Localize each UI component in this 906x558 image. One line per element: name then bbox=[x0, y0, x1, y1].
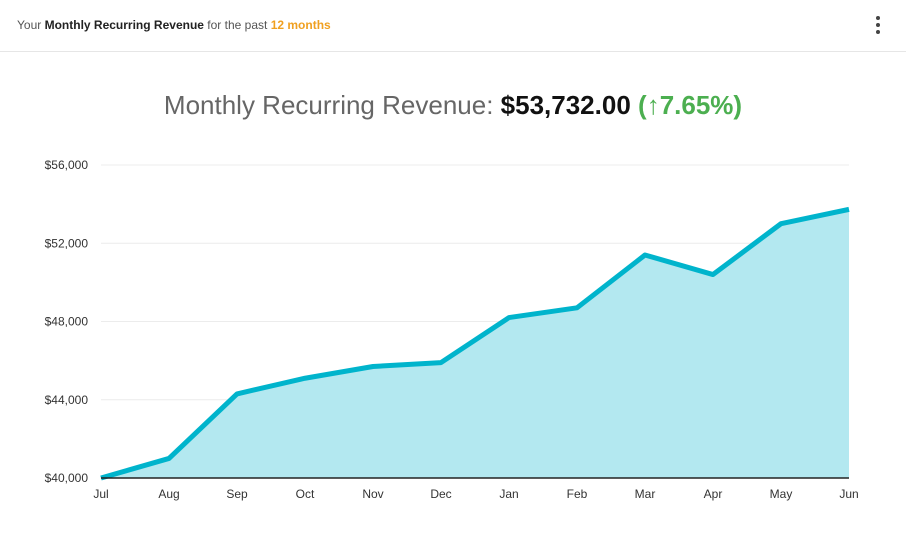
y-tick-label: $52,000 bbox=[45, 236, 89, 250]
headline-change: (↑7.65%) bbox=[638, 90, 743, 120]
x-tick-label: Aug bbox=[158, 487, 179, 501]
y-tick-label: $56,000 bbox=[45, 158, 89, 172]
x-tick-label: Apr bbox=[704, 487, 723, 501]
header-prefix: Your bbox=[17, 18, 42, 32]
y-tick-label: $44,000 bbox=[45, 393, 89, 407]
kebab-menu-icon[interactable] bbox=[868, 14, 888, 36]
x-tick-label: Dec bbox=[430, 487, 451, 501]
headline-label: Monthly Recurring Revenue: bbox=[163, 90, 494, 120]
x-tick-label: Mar bbox=[635, 487, 656, 501]
header-period[interactable]: 12 months bbox=[270, 18, 331, 32]
x-tick-label: Nov bbox=[362, 487, 383, 501]
y-tick-label: $40,000 bbox=[45, 471, 89, 485]
x-tick-label: May bbox=[770, 487, 793, 501]
x-tick-label: Jun bbox=[839, 487, 858, 501]
area-fill bbox=[101, 209, 849, 479]
series-line bbox=[100, 206, 850, 481]
x-tick-label: Oct bbox=[296, 487, 315, 501]
header-metric: Monthly Recurring Revenue bbox=[44, 18, 204, 32]
header-caption: Your Monthly Recurring Revenue for the p… bbox=[17, 18, 331, 32]
x-tick-label: Feb bbox=[567, 487, 588, 501]
x-tick-label: Sep bbox=[226, 487, 248, 501]
chart-headline: Monthly Recurring Revenue: $53,732.00 (↑… bbox=[0, 90, 906, 121]
card-header: Your Monthly Recurring Revenue for the p… bbox=[0, 0, 906, 52]
y-tick-label: $48,000 bbox=[45, 315, 89, 329]
header-middle: for the past bbox=[207, 18, 268, 32]
x-tick-label: Jan bbox=[499, 487, 518, 501]
x-tick-label: Jul bbox=[93, 487, 108, 501]
headline-value: $53,732.00 bbox=[500, 90, 631, 120]
